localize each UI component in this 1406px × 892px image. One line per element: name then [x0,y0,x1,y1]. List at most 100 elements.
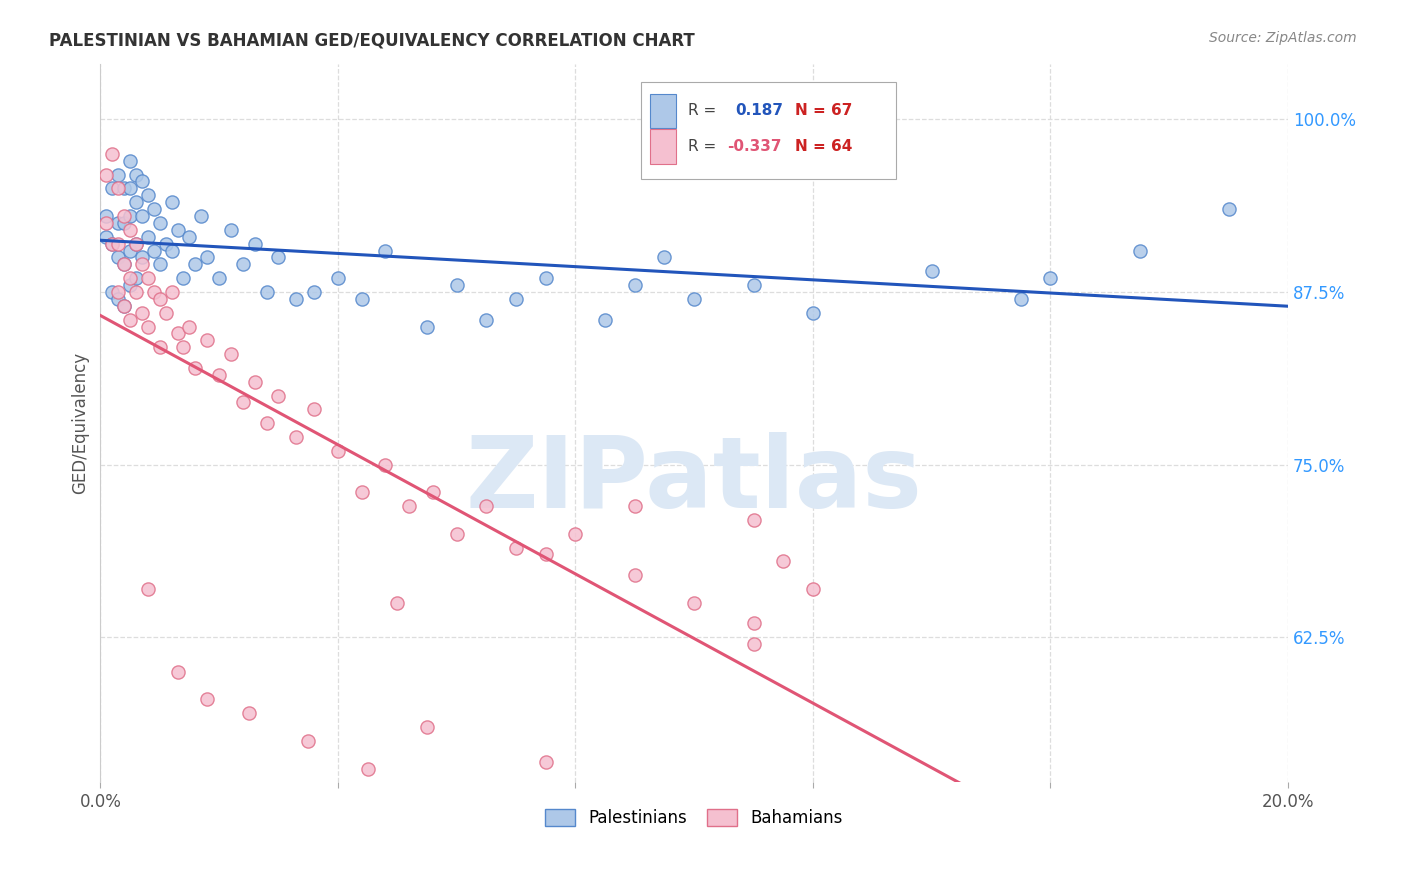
Point [112,257,135,271]
Point [195,251,218,265]
Point [208,368,231,382]
Point [166,326,188,341]
Text: 0.187: 0.187 [735,103,783,119]
Point [107,181,129,195]
Point [742,637,765,651]
Point [387,596,409,610]
Point [416,319,439,334]
Point [416,720,439,734]
Point [96,216,118,230]
Point [118,271,141,285]
Point [921,264,943,278]
Point [112,216,135,230]
Point [593,312,616,326]
Point [446,526,468,541]
Point [623,568,645,582]
Point [374,458,396,472]
Point [195,334,218,348]
Point [801,306,824,320]
Point [219,347,242,361]
Point [772,554,794,568]
Point [136,319,159,334]
Point [534,755,557,769]
Point [1128,244,1150,258]
Point [118,223,141,237]
Point [683,596,706,610]
Point [475,499,498,513]
Point [166,223,188,237]
Text: N = 67: N = 67 [796,103,852,119]
Point [398,499,420,513]
Point [179,319,201,334]
Point [101,181,124,195]
Point [118,278,141,293]
Point [195,692,218,706]
Point [125,285,148,299]
Point [131,257,153,271]
FancyBboxPatch shape [650,94,676,128]
Point [96,229,118,244]
Point [190,209,212,223]
Point [112,257,135,271]
Text: -0.337: -0.337 [727,139,782,154]
Point [173,340,195,354]
Point [142,202,165,216]
Point [96,168,118,182]
Point [160,285,183,299]
Point [446,278,468,293]
Point [155,236,177,251]
Point [1039,271,1062,285]
Point [149,292,172,306]
Point [232,257,254,271]
Point [374,244,396,258]
Point [534,548,557,562]
Point [285,292,308,306]
Point [326,443,349,458]
Point [742,513,765,527]
Point [564,526,586,541]
Point [131,174,153,188]
Point [101,236,124,251]
Point [142,285,165,299]
Point [302,402,325,417]
Point [101,285,124,299]
Point [107,216,129,230]
Point [356,762,378,776]
FancyBboxPatch shape [650,129,676,164]
Point [125,236,148,251]
Point [155,306,177,320]
Point [179,229,201,244]
Point [131,209,153,223]
Point [654,251,676,265]
Point [267,388,290,402]
Point [184,257,207,271]
Point [801,582,824,596]
Point [166,665,188,679]
Legend: Palestinians, Bahamians: Palestinians, Bahamians [537,800,852,835]
Point [107,168,129,182]
Point [742,616,765,631]
Text: ZIPatlas: ZIPatlas [465,432,922,529]
Point [136,229,159,244]
Point [118,209,141,223]
Point [149,340,172,354]
Point [136,188,159,202]
Text: R =: R = [688,139,717,154]
Point [131,306,153,320]
Point [149,257,172,271]
Point [219,223,242,237]
Point [422,485,444,500]
Point [1218,202,1240,216]
Point [232,395,254,409]
Point [742,278,765,293]
Y-axis label: GED/Equivalency: GED/Equivalency [72,352,89,494]
Point [505,292,527,306]
Point [160,244,183,258]
Point [350,292,373,306]
Point [107,292,129,306]
Point [118,312,141,326]
Point [256,285,278,299]
Point [534,271,557,285]
Point [243,236,266,251]
Point [118,244,141,258]
